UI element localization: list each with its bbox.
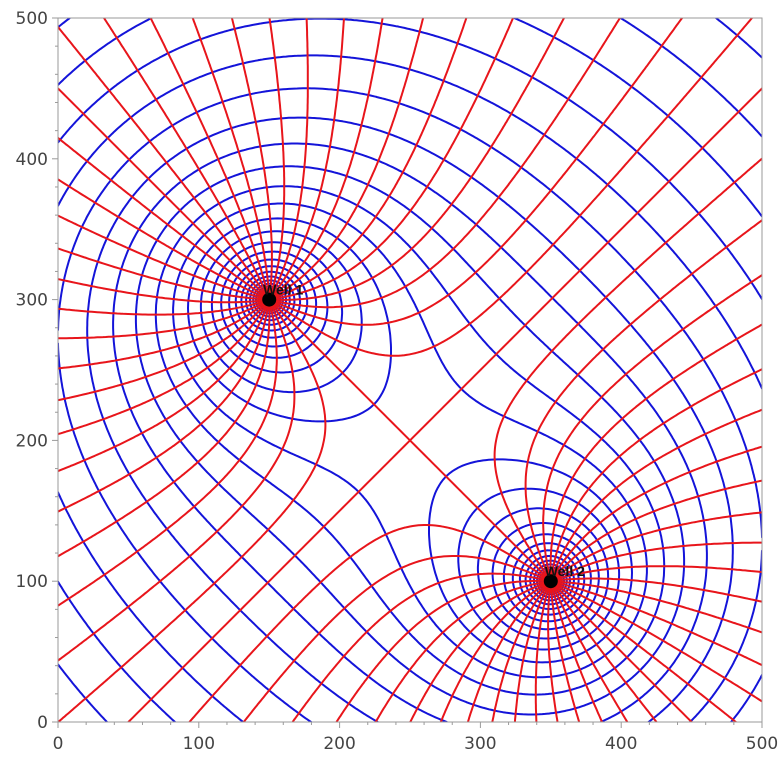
potential-contour xyxy=(134,165,686,716)
x-tick-label: 400 xyxy=(605,734,637,754)
streamline-contour xyxy=(58,87,693,722)
streamline-contour xyxy=(271,18,621,722)
streamline-contour xyxy=(58,214,762,667)
potential-contour xyxy=(58,18,762,722)
streamline-contour xyxy=(127,87,762,722)
potential-contour xyxy=(58,54,762,722)
axes: 0 100 200 300 400 500 0 100 200 300 400 500 xyxy=(16,9,779,754)
streamline-contour xyxy=(58,136,737,722)
streamline-contour xyxy=(149,18,603,722)
streamline-contour xyxy=(270,18,550,722)
y-tick-label: 100 xyxy=(16,572,48,592)
streamline-contour xyxy=(188,18,753,722)
streamline-contour xyxy=(58,157,762,722)
well-marker xyxy=(543,574,558,589)
streamline-contour xyxy=(103,18,629,722)
streamline-contour xyxy=(230,18,559,722)
streamline-contour xyxy=(58,247,762,634)
x-tick-label: 500 xyxy=(746,734,778,754)
y-tick-label: 200 xyxy=(16,431,48,451)
well-label: Well 2 xyxy=(545,563,585,579)
y-tick-label: 300 xyxy=(16,291,48,311)
streamline-contour xyxy=(58,278,762,603)
streamline-contour xyxy=(58,274,762,607)
potential-contour xyxy=(220,250,600,631)
x-tick-label: 0 xyxy=(53,734,64,754)
streamline-contour xyxy=(191,18,581,722)
streamline-contour xyxy=(271,18,549,722)
streamline-contour xyxy=(271,18,549,722)
y-tick-label: 400 xyxy=(16,150,48,170)
streamline-contour xyxy=(58,178,762,703)
wells: Well 1 Well 2 xyxy=(262,282,585,589)
plot-frame xyxy=(57,17,763,723)
x-tick-label: 200 xyxy=(323,734,355,754)
streamline-contour xyxy=(270,18,550,722)
potential-contour xyxy=(112,142,708,722)
potential-contour xyxy=(172,202,648,679)
well-label: Well 1 xyxy=(263,282,303,298)
x-tick-label: 100 xyxy=(183,734,215,754)
well-marker xyxy=(262,292,277,307)
x-tick-label: 300 xyxy=(464,734,496,754)
y-tick-label: 0 xyxy=(37,713,48,733)
y-tick-label: 500 xyxy=(16,9,48,29)
plot-background xyxy=(58,18,762,722)
